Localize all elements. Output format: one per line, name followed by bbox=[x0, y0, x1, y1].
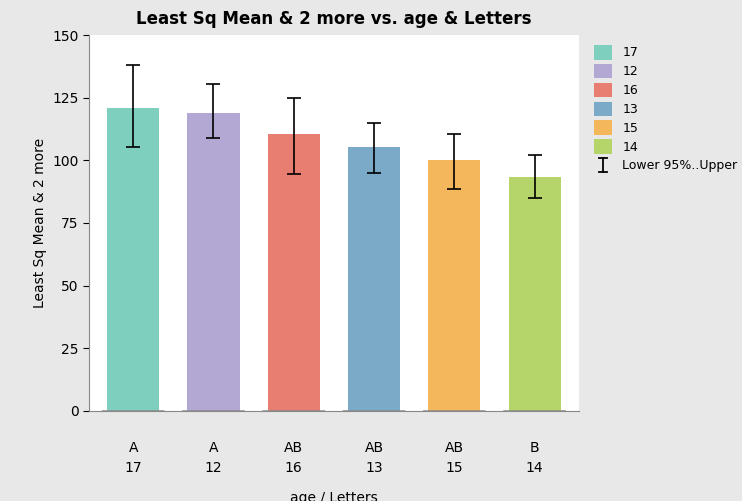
Text: A: A bbox=[209, 441, 218, 455]
Bar bbox=[348, 146, 400, 411]
Text: AB: AB bbox=[364, 441, 384, 455]
Bar bbox=[188, 113, 240, 411]
Text: B: B bbox=[530, 441, 539, 455]
Bar bbox=[268, 134, 320, 411]
Text: AB: AB bbox=[444, 441, 464, 455]
Text: A: A bbox=[128, 441, 138, 455]
Text: 13: 13 bbox=[365, 461, 383, 475]
Text: 15: 15 bbox=[445, 461, 463, 475]
Text: 17: 17 bbox=[125, 461, 142, 475]
Title: Least Sq Mean & 2 more vs. age & Letters: Least Sq Mean & 2 more vs. age & Letters bbox=[136, 10, 532, 28]
Y-axis label: Least Sq Mean & 2 more: Least Sq Mean & 2 more bbox=[33, 138, 47, 308]
Text: 14: 14 bbox=[526, 461, 543, 475]
Text: age / Letters: age / Letters bbox=[290, 491, 378, 501]
Text: 16: 16 bbox=[285, 461, 303, 475]
Legend: 17, 12, 16, 13, 15, 14, Lower 95%..Upper 95%: 17, 12, 16, 13, 15, 14, Lower 95%..Upper… bbox=[590, 41, 742, 176]
Text: 12: 12 bbox=[205, 461, 223, 475]
Bar bbox=[107, 108, 160, 411]
Text: AB: AB bbox=[284, 441, 303, 455]
Bar bbox=[508, 177, 561, 411]
Bar bbox=[428, 160, 480, 411]
